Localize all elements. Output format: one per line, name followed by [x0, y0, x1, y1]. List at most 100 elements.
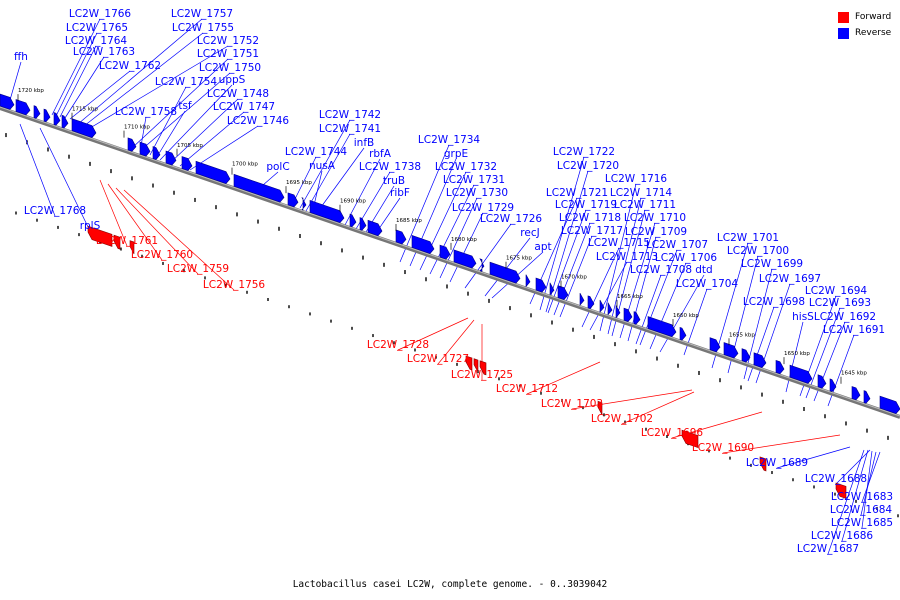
gene-label: LC2W_1757 [171, 8, 233, 20]
gene-label: LC2W_1764 [65, 35, 128, 47]
gene-arrow [479, 258, 485, 272]
leader-line [399, 144, 450, 263]
leader-line [841, 449, 869, 542]
leader-line [861, 451, 881, 503]
gene-arrows [0, 93, 900, 499]
gene-label: LC2W_1725 [451, 369, 513, 381]
gene-arrow [479, 360, 487, 376]
gene-label: LC2W_1691 [823, 324, 885, 336]
gene-label: LC2W_1717 [561, 225, 623, 237]
gene-arrow [233, 173, 285, 203]
leader-line [59, 45, 97, 118]
leader-line [131, 58, 229, 149]
leader-line [835, 449, 871, 485]
gene-arrow [829, 378, 837, 392]
legend-forward-label: Forward [855, 12, 892, 22]
leader-line [64, 56, 105, 119]
gene-label: LC2W_1759 [167, 263, 229, 275]
gene-label: LC2W_1685 [831, 517, 893, 529]
gene-arrow [681, 429, 699, 449]
leader-line [291, 156, 317, 206]
scale-label: 1715 kbp [72, 107, 98, 113]
gene-label: LC2W_1711 [614, 199, 676, 211]
gene-arrow [453, 249, 477, 269]
gene-label: LC2W_1721 [546, 187, 608, 199]
gene-label: LC2W_1715 [588, 237, 650, 249]
scale-label: 1695 kbp [286, 180, 312, 186]
gene-label: LC2W_1696 [641, 427, 704, 439]
leader-line [83, 32, 204, 127]
backbone-highlight [0, 106, 900, 417]
gene-label: LC2W_1744 [285, 146, 348, 158]
gene-label: LC2W_1688 [805, 473, 867, 485]
leader-line [169, 98, 239, 164]
gene-label: LC2W_1747 [213, 101, 275, 113]
leader-line [747, 306, 775, 382]
leader-line [77, 18, 203, 125]
gene-arrow [835, 482, 847, 499]
leader-line [19, 123, 56, 217]
gene-label: uppS [219, 74, 246, 86]
leader-line [107, 183, 163, 261]
gene-label: LC2W_1700 [727, 245, 789, 257]
gene-label: LC2W_1754 [155, 76, 218, 88]
gene-label: LC2W_1762 [99, 60, 161, 72]
gene-label: LC2W_1701 [717, 232, 779, 244]
scale-label: 1720 kbp [18, 88, 44, 94]
gene-arrow [489, 261, 521, 284]
gene-arrow [647, 316, 677, 338]
gene-arrow [535, 277, 547, 293]
gene-label: LC2W_1698 [743, 296, 805, 308]
gene-label: LC2W_1726 [480, 213, 543, 225]
gene-label: LC2W_1704 [676, 278, 739, 290]
legend: Forward Reverse [838, 9, 891, 41]
gene-label: LC2W_1687 [797, 543, 859, 555]
gene-arrow [113, 234, 121, 250]
leader-line [397, 317, 469, 351]
gene-arrow [615, 305, 621, 319]
gene-arrow [789, 364, 813, 384]
leader-line [827, 449, 865, 555]
leader-line [539, 156, 585, 311]
gene-label: nusA [309, 160, 336, 172]
leader-line [123, 189, 235, 291]
leader-line [607, 197, 642, 335]
gene-arrow [465, 355, 473, 371]
leader-line [55, 32, 98, 117]
gene-label: LC2W_1708 [630, 264, 692, 276]
gene-arrow [579, 292, 585, 306]
gene-arrow [15, 99, 31, 116]
gene-label: LC2W_1722 [553, 146, 615, 158]
gene-arrow [775, 359, 785, 375]
leader-line [805, 307, 841, 399]
leader-line [179, 111, 245, 167]
gene-label: LC2W_1702 [591, 413, 653, 425]
leader-line [484, 237, 531, 297]
leader-line [344, 158, 381, 226]
gene-arrow [165, 150, 177, 166]
scale-label: 1700 kbp [232, 162, 258, 168]
gene-arrow [597, 400, 603, 415]
gene-label: LC2W_1716 [605, 173, 668, 185]
gene-label: LC2W_1697 [759, 273, 821, 285]
gene-arrow [633, 311, 641, 325]
gene-arrow [87, 225, 113, 247]
leader-line [299, 119, 351, 209]
gene-arrow [129, 240, 135, 255]
leader-line [861, 450, 873, 529]
leader-line [315, 147, 365, 215]
scale-label: 1710 kbp [124, 125, 150, 131]
gene-label: LC2W_1766 [69, 8, 132, 20]
gene-label: LC2W_1692 [814, 311, 876, 323]
gene-arrow [759, 456, 767, 472]
gene-arrow [61, 114, 69, 129]
leader-line [743, 268, 773, 380]
gene-arrow [53, 112, 61, 126]
gene-label: LC2W_1703 [541, 398, 603, 410]
leader-line [9, 61, 22, 101]
gene-label: LC2W_1752 [197, 35, 259, 47]
gene-label: grpE [444, 148, 468, 160]
gene-arrow [607, 302, 613, 316]
gene-label: LC2W_1720 [557, 160, 619, 172]
gene-label: LC2W_1732 [435, 161, 497, 173]
